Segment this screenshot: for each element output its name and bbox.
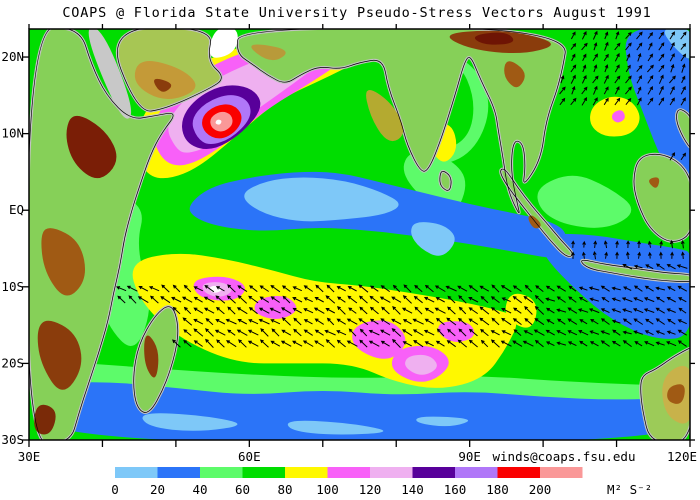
colorbar-label-180: 180: [486, 482, 509, 497]
credit-email: winds@coaps.fsu.edu: [493, 449, 636, 464]
contour-region-jet-white-core: [215, 119, 222, 125]
terrain-south-africa-brown: [37, 320, 82, 390]
terrain-himalaya-dark-red: [474, 32, 514, 45]
terrain-iran-tan: [251, 44, 286, 61]
y-axis-labels: 20N 10N EQ 10S 20S 30S: [1, 49, 24, 447]
contour-region-magenta-trade-2: [254, 296, 297, 320]
plot-frame: [22, 24, 695, 447]
terrain-arabia-tan: [134, 61, 196, 99]
terrain-ethiopian-highlands: [66, 115, 117, 179]
colorbar-cell-5: [327, 467, 370, 478]
coastline-borneo: [633, 153, 690, 242]
colorbar-cell-6: [370, 467, 413, 478]
x-axis-labels: 30E 60E 90E 120E: [18, 449, 697, 464]
coastline-madagascar: [133, 306, 179, 413]
terrain-borneo-brown: [649, 177, 660, 188]
terrain-australia-brown: [667, 384, 685, 404]
contour-region-lb-south-2: [287, 420, 384, 435]
colorbar-label-40: 40: [192, 482, 207, 497]
coastline-australia: [640, 347, 690, 440]
coastline-sri-lanka: [439, 171, 452, 191]
y-tick-label-20N: 20N: [1, 49, 24, 64]
coastline-africa: [29, 29, 174, 440]
coastline-arabia: [117, 29, 222, 112]
colorbar-label-0: 0: [111, 482, 119, 497]
colorbar-label-100: 100: [316, 482, 339, 497]
contour-region-lb-core-west: [244, 177, 399, 222]
terrain-madagascar-center: [144, 335, 159, 378]
colorbar: 0 20 40 60 80 100 120 140 160 180 200: [111, 467, 583, 497]
colorbar-cell-9: [497, 467, 540, 478]
colorbar-units: M² S⁻²: [607, 482, 652, 497]
colorbar-label-160: 160: [444, 482, 467, 497]
land-sri-lanka: [438, 169, 453, 192]
colorbar-label-120: 120: [359, 482, 382, 497]
terrain-east-africa-brown: [41, 228, 86, 296]
y-tick-label-10S: 10S: [1, 279, 24, 294]
contour-region-magenta-trade-3: [352, 320, 406, 359]
terrain-burma-brown: [504, 61, 525, 88]
land-masses: [29, 29, 690, 440]
y-tick-label-20S: 20S: [1, 355, 24, 370]
contour-region-lb-south-3: [416, 416, 469, 427]
coastline-asia-mainland: [237, 29, 566, 214]
map-border: [28, 28, 691, 441]
contour-region-lb-ne-corner: [664, 29, 690, 59]
colorbar-label-20: 20: [150, 482, 165, 497]
y-tick-label-EQ: EQ: [9, 202, 24, 217]
y-tick-label-10N: 10N: [1, 126, 24, 141]
x-tick-label-30E: 30E: [18, 449, 41, 464]
colorbar-label-80: 80: [277, 482, 292, 497]
contour-region-magenta-trade-5: [438, 321, 475, 342]
colorbar-cell-4: [285, 467, 328, 478]
colorbar-cell-3: [242, 467, 285, 478]
figure-title: COAPS @ Florida State University Pseudo-…: [62, 5, 651, 21]
colorbar-cell-1: [157, 467, 200, 478]
vector-field: [116, 30, 688, 348]
colorbar-cell-7: [412, 467, 455, 478]
y-tick-label-30S: 30S: [1, 432, 24, 447]
contour-region-lg-east-equatorial: [537, 175, 632, 228]
wind-vectors: [116, 30, 688, 348]
coastline-java-lesser-sundas: [581, 259, 690, 282]
colorbar-label-60: 60: [235, 482, 250, 497]
contour-region-blue-southeast: [541, 233, 690, 339]
x-tick-label-60E: 60E: [238, 449, 261, 464]
contour-region-lb-core-east: [411, 222, 455, 256]
terrain-south-africa-dark: [34, 404, 56, 435]
coastline-sumatra: [500, 168, 573, 257]
colorbar-cell-10: [540, 467, 583, 478]
contour-region-pink-trade-2: [405, 354, 437, 375]
terrain-deccan-olive: [366, 89, 404, 142]
contour-region-scs-magenta-dot: [611, 110, 625, 123]
colorbar-cell-2: [200, 467, 243, 478]
mask-red-sea-missing-data: [88, 29, 132, 119]
colorbar-cell-8: [455, 467, 498, 478]
terrain-arabia-dark: [154, 78, 172, 92]
coastline-philippines: [676, 109, 690, 148]
colorbar-label-140: 140: [401, 482, 424, 497]
mask-persian-gulf: [209, 29, 238, 58]
contour-region-lb-south-1: [142, 413, 238, 431]
colorbar-label-200: 200: [529, 482, 552, 497]
colorbar-cell-0: [115, 467, 158, 478]
x-tick-label-90E: 90E: [458, 449, 481, 464]
x-tick-label-120E: 120E: [667, 449, 697, 464]
